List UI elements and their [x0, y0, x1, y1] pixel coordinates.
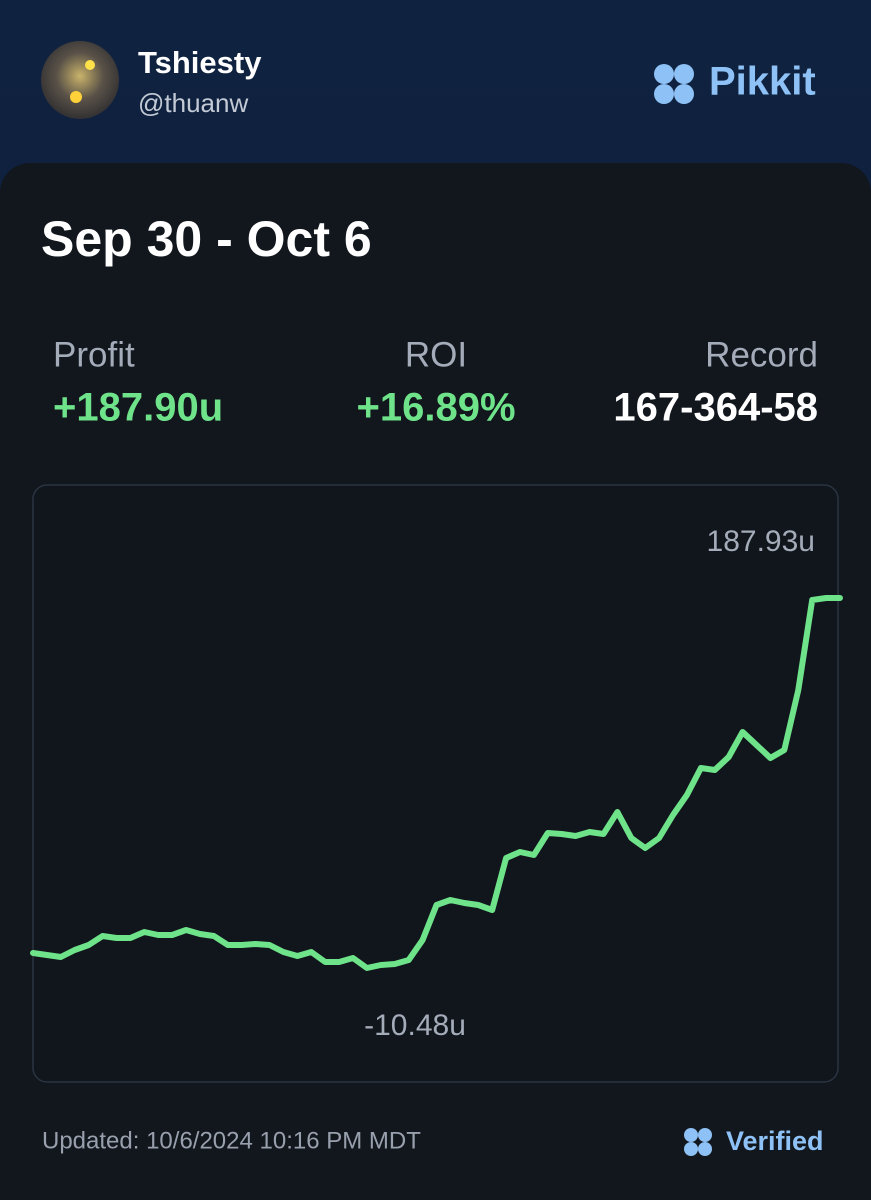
- user-name: Tshiesty: [138, 45, 262, 80]
- stat-value: +16.89%: [356, 386, 515, 430]
- stat-label: Record: [705, 335, 818, 374]
- min-label: -10.48u: [364, 1009, 466, 1042]
- stat-value: 167-364-58: [613, 386, 818, 430]
- updated-text: Updated: 10/6/2024 10:16 PM MDT: [42, 1127, 421, 1154]
- verified-label[interactable]: Verified: [726, 1126, 824, 1156]
- stat-value: +187.90u: [53, 386, 223, 430]
- brand-name: Pikkit: [709, 60, 816, 104]
- plot: 187.93u -10.48u: [30, 525, 843, 1042]
- avatar[interactable]: [41, 41, 119, 119]
- card-title: Sep 30 - Oct 6: [41, 211, 372, 267]
- max-label: 187.93u: [707, 525, 815, 558]
- avatar-detail: [70, 91, 82, 103]
- chart-box: [32, 484, 839, 1083]
- brand-icon: [654, 64, 694, 104]
- stat-label: Profit: [53, 335, 135, 374]
- stat-label: ROI: [405, 335, 467, 374]
- user-handle: @thuanw: [138, 88, 248, 118]
- verified-icon: [684, 1128, 712, 1156]
- avatar-detail: [85, 60, 95, 70]
- profit-line: [30, 595, 843, 971]
